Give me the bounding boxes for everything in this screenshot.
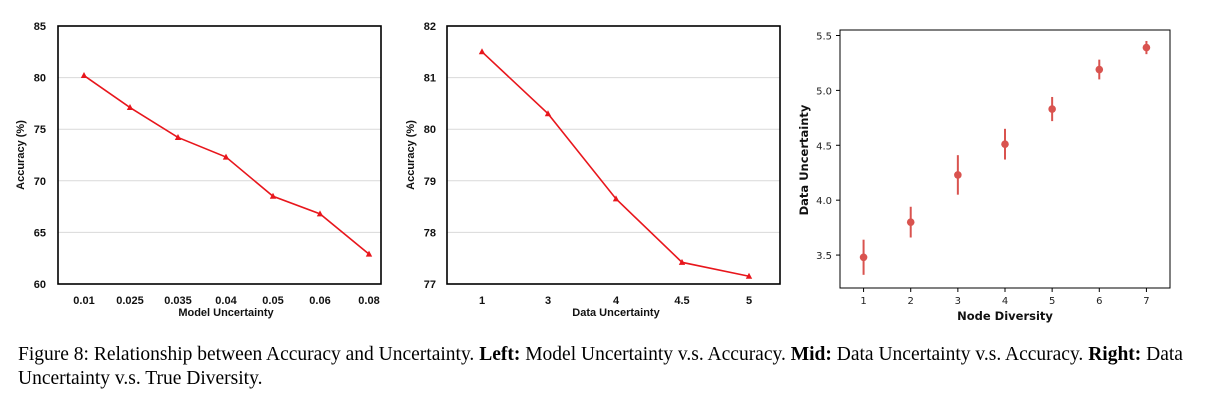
data-point-marker	[544, 110, 552, 117]
x-tick-label: 3	[545, 295, 551, 307]
y-tick-label: 70	[34, 176, 46, 188]
x-tick-label: 0.08	[358, 295, 379, 307]
plot-frame	[57, 25, 382, 285]
y-axis-label: Accuracy (%)	[405, 120, 417, 190]
y-tick-label: 4.0	[816, 196, 832, 207]
caption-mid-label: Mid:	[790, 344, 832, 365]
caption-right-label: Right:	[1088, 344, 1142, 365]
data-point-marker	[174, 133, 182, 140]
data-point-marker	[222, 153, 230, 160]
series-line	[83, 74, 370, 255]
x-tick-label: 4.5	[674, 295, 689, 307]
y-axis-label: Data Uncertainty	[797, 104, 811, 215]
data-point-marker	[859, 253, 868, 262]
y-tick-label: 77	[424, 279, 436, 291]
y-tick-label: 75	[34, 124, 46, 136]
data-point-marker	[1001, 140, 1009, 148]
x-tick-label: 5	[746, 295, 752, 307]
x-tick-label: 2	[908, 296, 914, 307]
y-tick-label: 78	[424, 227, 436, 239]
chart-panel-right: 3.5 4.0 4.5 5.0 5.5 Data Uncertainty Node Dive…	[797, 29, 1171, 323]
x-tick-label: 4	[613, 295, 620, 307]
caption-mid-text: Data Uncertainty v.s. Accuracy.	[836, 344, 1084, 365]
data-point-marker	[365, 250, 373, 257]
data-point-marker	[906, 218, 915, 226]
y-tick-label: 5.0	[816, 86, 832, 97]
data-point-marker	[954, 171, 962, 179]
x-tick-label: 0.05	[262, 295, 283, 307]
y-tick-label: 5.5	[816, 31, 832, 42]
y-tick-label: 79	[424, 176, 436, 188]
y-tick-label: 82	[424, 21, 436, 33]
caption-right-text: Data Uncertainty v.s. True Diversity.	[18, 344, 1183, 389]
y-tick-label: 80	[424, 124, 436, 136]
series-line	[481, 51, 750, 278]
x-axis-label: Node Diversity	[957, 309, 1053, 323]
y-tick-label: 85	[34, 21, 46, 33]
y-tick-label: 81	[424, 73, 436, 85]
chart-panel-mid: 77 78 79 80 81 82 Accuracy (%) Data Uncertainty…	[405, 21, 781, 319]
data-point-marker	[1142, 43, 1151, 52]
data-point-marker	[612, 195, 620, 202]
x-tick-label: 0.06	[309, 295, 330, 307]
data-point-marker	[1095, 65, 1104, 74]
x-axis-label: Data Uncertainty	[572, 307, 660, 319]
y-axis-label: Accuracy (%)	[15, 120, 27, 190]
data-point-marker	[1048, 105, 1056, 113]
y-tick-label: 4.5	[816, 141, 832, 152]
y-tick-label: 65	[34, 227, 46, 239]
data-point-marker	[126, 104, 134, 111]
x-tick-label: 1	[860, 296, 866, 307]
caption-prefix: Figure 8: Relationship between Accuracy …	[18, 344, 475, 365]
x-tick-label: 7	[1143, 296, 1149, 307]
y-tick-label: 3.5	[816, 251, 832, 262]
caption-left-text: Model Uncertainty v.s. Accuracy.	[525, 344, 786, 365]
y-tick-label: 80	[34, 73, 46, 85]
x-tick-label: 5	[1049, 296, 1055, 307]
data-point-marker	[678, 258, 686, 265]
x-tick-label: 0.035	[164, 295, 192, 307]
x-tick-label: 1	[479, 295, 485, 307]
data-point-marker	[745, 272, 753, 279]
caption-left-label: Left:	[479, 344, 521, 365]
data-point-marker	[316, 210, 324, 217]
x-tick-label: 4	[1002, 296, 1008, 307]
x-axis-label: Model Uncertainty	[178, 307, 274, 319]
y-tick-label: 60	[34, 279, 46, 291]
x-tick-label: 0.025	[116, 295, 144, 307]
x-tick-label: 6	[1096, 296, 1102, 307]
x-tick-label: 0.01	[73, 295, 94, 307]
chart-panel-left: 60 65 70 75 80 85 Accuracy (%) Model Uncertaint…	[15, 21, 382, 319]
figure-caption: Figure 8: Relationship between Accuracy …	[18, 343, 1218, 391]
data-point-marker	[269, 192, 277, 199]
x-tick-label: 0.04	[215, 295, 237, 307]
x-tick-label: 3	[955, 296, 961, 307]
data-point-marker	[478, 48, 486, 55]
data-point-marker	[80, 72, 88, 79]
plot-frame	[446, 25, 781, 285]
